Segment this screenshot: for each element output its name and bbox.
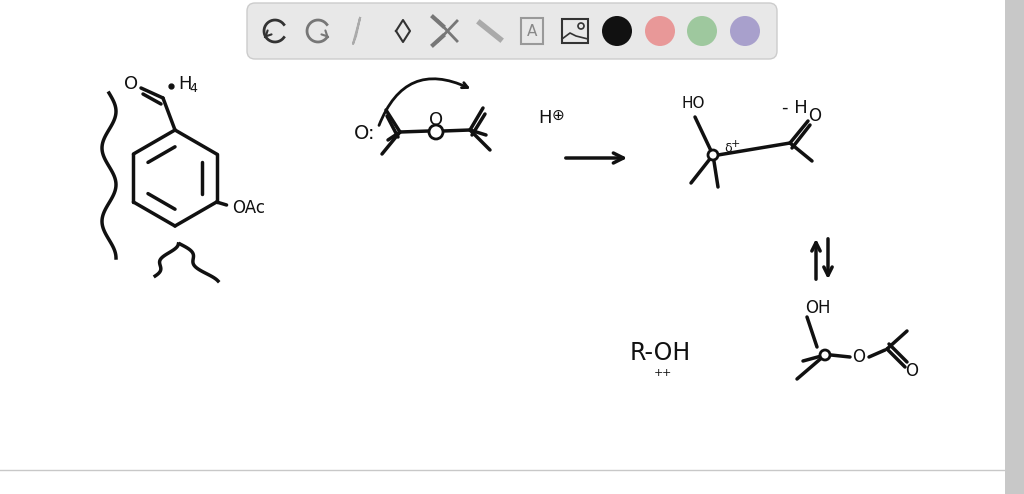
Text: H: H xyxy=(539,109,552,127)
Circle shape xyxy=(429,125,443,139)
Text: A: A xyxy=(526,24,538,39)
Circle shape xyxy=(708,150,718,160)
Text: δ: δ xyxy=(724,141,732,155)
Text: +: + xyxy=(662,368,671,378)
Circle shape xyxy=(687,16,717,46)
Bar xyxy=(1005,0,1024,494)
Circle shape xyxy=(602,16,632,46)
Text: OAc: OAc xyxy=(232,199,265,217)
Text: O: O xyxy=(809,107,821,125)
Text: 4: 4 xyxy=(189,82,197,94)
Circle shape xyxy=(820,350,830,360)
Text: O:: O: xyxy=(354,124,376,142)
Text: ⊕: ⊕ xyxy=(552,108,564,123)
Circle shape xyxy=(645,16,675,46)
Text: O: O xyxy=(905,362,919,380)
Text: OH: OH xyxy=(805,299,830,317)
Text: +: + xyxy=(730,139,739,149)
Text: H: H xyxy=(178,75,191,93)
Text: - H: - H xyxy=(782,99,808,117)
Text: HO: HO xyxy=(681,95,705,111)
Text: +: + xyxy=(653,368,663,378)
FancyBboxPatch shape xyxy=(247,3,777,59)
Text: O: O xyxy=(124,75,138,93)
Text: O: O xyxy=(429,111,443,129)
Text: O: O xyxy=(853,348,865,366)
Text: R-OH: R-OH xyxy=(630,341,690,365)
Circle shape xyxy=(730,16,760,46)
